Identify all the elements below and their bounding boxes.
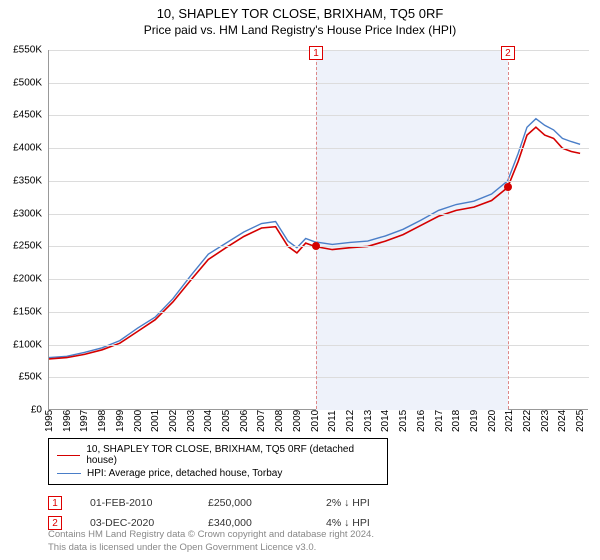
x-tick-label: 2025 [575, 410, 586, 432]
sale-data-row: 1 01-FEB-2010 £250,000 2% ↓ HPI [48, 493, 588, 513]
x-tick-label: 1995 [44, 410, 55, 432]
y-tick-label: £0 [31, 405, 42, 416]
sale-marker-label: 2 [501, 46, 515, 60]
x-tick-label: 1999 [115, 410, 126, 432]
x-tick-label: 2019 [469, 410, 480, 432]
x-tick-label: 2022 [522, 410, 533, 432]
sale-date: 01-FEB-2010 [90, 497, 180, 509]
y-tick-label: £550K [13, 45, 42, 56]
x-tick-label: 2007 [256, 410, 267, 432]
legend-row: 10, SHAPLEY TOR CLOSE, BRIXHAM, TQ5 0RF … [57, 443, 379, 467]
chart-container: 10, SHAPLEY TOR CLOSE, BRIXHAM, TQ5 0RF … [0, 0, 600, 560]
sale-marker-dot [312, 242, 320, 250]
x-tick-label: 2018 [451, 410, 462, 432]
x-tick-label: 2006 [239, 410, 250, 432]
x-tick-label: 2024 [557, 410, 568, 432]
sale-number-box: 2 [48, 516, 62, 530]
x-tick-label: 1998 [97, 410, 108, 432]
sale-date: 03-DEC-2020 [90, 517, 180, 529]
sale-delta: 4% ↓ HPI [326, 517, 416, 529]
x-tick-label: 2017 [434, 410, 445, 432]
y-tick-label: £350K [13, 175, 42, 186]
x-tick-label: 1997 [79, 410, 90, 432]
x-tick-label: 2021 [504, 410, 515, 432]
x-tick-label: 2020 [487, 410, 498, 432]
x-tick-label: 2004 [203, 410, 214, 432]
y-tick-label: £100K [13, 339, 42, 350]
y-tick-label: £150K [13, 306, 42, 317]
footer-line1: Contains HM Land Registry data © Crown c… [48, 529, 374, 541]
sale-delta: 2% ↓ HPI [326, 497, 416, 509]
sale-vline [316, 62, 317, 409]
x-tick-label: 2009 [292, 410, 303, 432]
sale-price: £340,000 [208, 517, 298, 529]
plot-region: 12 [48, 50, 588, 410]
legend-box: 10, SHAPLEY TOR CLOSE, BRIXHAM, TQ5 0RF … [48, 438, 388, 485]
x-tick-label: 2016 [416, 410, 427, 432]
series-line [49, 119, 580, 358]
chart-title: 10, SHAPLEY TOR CLOSE, BRIXHAM, TQ5 0RF [0, 0, 600, 21]
legend-row: HPI: Average price, detached house, Torb… [57, 467, 379, 480]
x-tick-label: 2023 [540, 410, 551, 432]
legend-and-data: 10, SHAPLEY TOR CLOSE, BRIXHAM, TQ5 0RF … [48, 438, 588, 533]
x-tick-label: 2013 [363, 410, 374, 432]
y-tick-label: £300K [13, 208, 42, 219]
x-tick-label: 2008 [274, 410, 285, 432]
sale-marker-label: 1 [309, 46, 323, 60]
sale-price: £250,000 [208, 497, 298, 509]
chart-subtitle: Price paid vs. HM Land Registry's House … [0, 21, 600, 37]
x-tick-label: 2011 [327, 410, 338, 432]
x-tick-label: 2014 [380, 410, 391, 432]
legend-swatch [57, 455, 80, 456]
x-tick-label: 2015 [398, 410, 409, 432]
legend-swatch [57, 473, 81, 474]
y-tick-label: £200K [13, 274, 42, 285]
y-tick-label: £500K [13, 77, 42, 88]
y-tick-label: £250K [13, 241, 42, 252]
sale-vline [508, 62, 509, 409]
x-tick-label: 2012 [345, 410, 356, 432]
x-tick-label: 2002 [168, 410, 179, 432]
legend-label: 10, SHAPLEY TOR CLOSE, BRIXHAM, TQ5 0RF … [86, 444, 379, 466]
x-tick-label: 2010 [310, 410, 321, 432]
legend-label: HPI: Average price, detached house, Torb… [87, 468, 282, 479]
chart-area: 12 £0£50K£100K£150K£200K£250K£300K£350K£… [48, 50, 588, 410]
footer-attribution: Contains HM Land Registry data © Crown c… [48, 529, 374, 554]
sale-number-box: 1 [48, 496, 62, 510]
x-tick-label: 2005 [221, 410, 232, 432]
x-tick-label: 2000 [133, 410, 144, 432]
y-tick-label: £50K [19, 372, 42, 383]
y-tick-label: £400K [13, 143, 42, 154]
sales-table: 1 01-FEB-2010 £250,000 2% ↓ HPI 2 03-DEC-2020… [48, 493, 588, 533]
y-tick-label: £450K [13, 110, 42, 121]
x-tick-label: 1996 [62, 410, 73, 432]
sale-marker-dot [504, 183, 512, 191]
x-tick-label: 2003 [186, 410, 197, 432]
footer-line2: This data is licensed under the Open Gov… [48, 542, 374, 554]
x-tick-label: 2001 [150, 410, 161, 432]
